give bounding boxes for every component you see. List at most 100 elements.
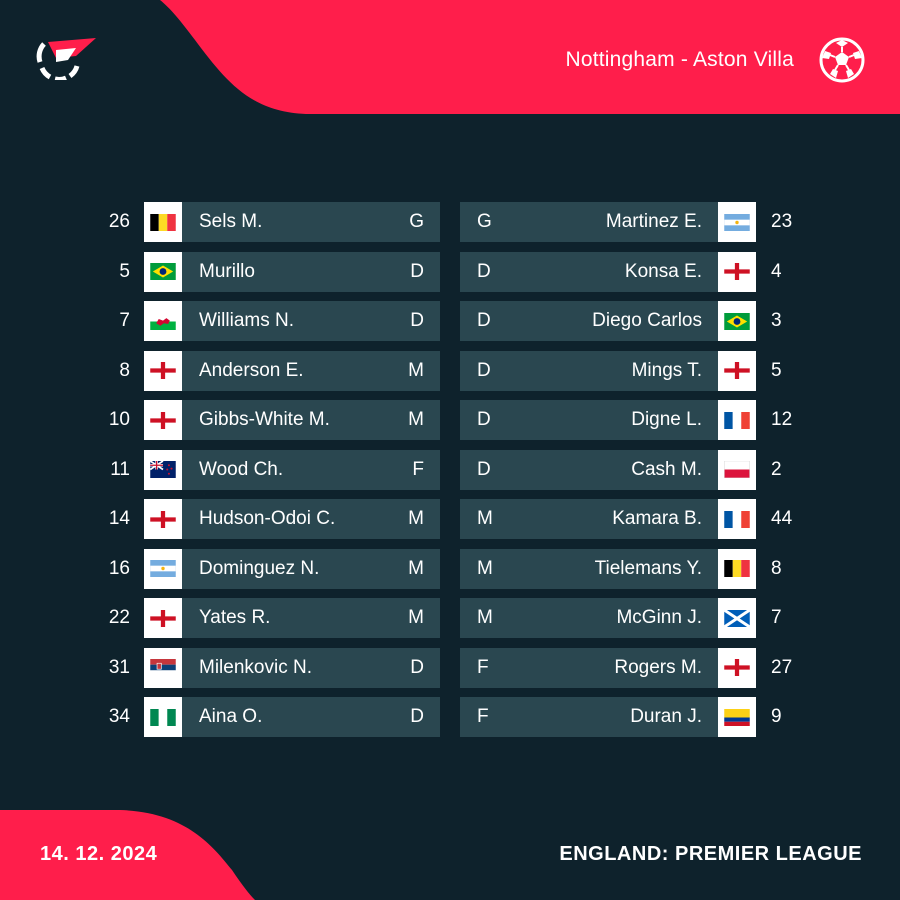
- player-number: 27: [771, 656, 793, 678]
- new-zealand-flag-icon: [144, 449, 182, 490]
- player-position: F: [477, 656, 489, 678]
- player-number: 44: [771, 508, 793, 529]
- player-name: McGinn J.: [616, 607, 702, 628]
- home-player-row[interactable]: 10 Gibbs-White M. M: [109, 400, 440, 440]
- player-number: 4: [771, 260, 782, 282]
- player-number: 9: [771, 706, 782, 727]
- away-player-row[interactable]: D Digne L. 12: [460, 400, 792, 440]
- player-position: D: [410, 310, 424, 331]
- home-player-row[interactable]: 26 Sels M. G: [109, 202, 440, 242]
- player-number: 5: [119, 260, 130, 282]
- home-player-row[interactable]: 7 Williams N. D: [119, 301, 440, 341]
- player-name: Milenkovic N.: [199, 656, 312, 678]
- player-position: D: [410, 656, 424, 678]
- away-player-row[interactable]: M Kamara B. 44: [460, 499, 792, 539]
- player-name: Tielemans Y.: [594, 557, 702, 579]
- player-name: Diego Carlos: [592, 310, 702, 331]
- player-position: F: [412, 458, 424, 480]
- player-number: 3: [771, 310, 782, 331]
- player-number: 8: [119, 359, 130, 381]
- player-position: G: [477, 211, 492, 232]
- belgium-flag-icon: [718, 548, 756, 589]
- player-name: Williams N.: [199, 310, 294, 331]
- belgium-flag-icon: [144, 202, 182, 242]
- colombia-flag-icon: [718, 697, 756, 737]
- player-number: 12: [771, 409, 793, 430]
- header-red-band: [160, 0, 900, 114]
- home-player-row[interactable]: 5 Murillo D: [119, 251, 440, 292]
- player-position: M: [477, 508, 493, 529]
- away-player-row[interactable]: M McGinn J. 7: [460, 598, 782, 638]
- away-player-row[interactable]: F Rogers M. 27: [460, 647, 792, 688]
- player-position: F: [477, 706, 489, 727]
- player-position: D: [410, 706, 424, 727]
- away-player-row[interactable]: D Mings T. 5: [460, 350, 782, 391]
- player-position: D: [410, 260, 424, 282]
- home-player-row[interactable]: 34 Aina O. D: [109, 697, 440, 737]
- england-flag-icon: [718, 350, 756, 391]
- home-player-row[interactable]: 31 Milenkovic N. D: [109, 647, 440, 688]
- player-name: Rogers M.: [614, 656, 702, 678]
- player-position: M: [408, 607, 424, 628]
- player-number: 10: [108, 409, 130, 430]
- away-player-row[interactable]: M Tielemans Y. 8: [460, 548, 782, 589]
- brazil-flag-icon: [718, 301, 756, 341]
- player-number: 7: [119, 310, 130, 331]
- away-player-row[interactable]: F Duran J. 9: [460, 697, 782, 737]
- player-number: 11: [110, 458, 130, 480]
- football-icon: [819, 37, 865, 83]
- england-flag-icon: [144, 400, 182, 440]
- player-name: Anderson E.: [199, 359, 304, 381]
- player-name: Mings T.: [631, 359, 702, 381]
- away-player-row[interactable]: D Konsa E. 4: [460, 251, 782, 292]
- home-player-row[interactable]: 11 Wood Ch. F: [110, 449, 440, 490]
- player-name: Konsa E.: [624, 260, 702, 282]
- player-name: Gibbs-White M.: [199, 409, 330, 430]
- player-name: Martinez E.: [605, 211, 702, 232]
- player-number: 14: [108, 508, 130, 529]
- player-name: Dominguez N.: [199, 557, 320, 579]
- player-position: D: [477, 310, 491, 331]
- player-position: M: [408, 557, 424, 579]
- player-position: G: [409, 211, 424, 232]
- home-player-row[interactable]: 22 Yates R. M: [109, 598, 440, 638]
- away-lineup: G Martinez E. 23 D Konsa E. 4 D Diego Ca…: [460, 202, 792, 747]
- player-position: D: [477, 409, 491, 430]
- home-player-row[interactable]: 8 Anderson E. M: [119, 350, 440, 391]
- away-player-row[interactable]: D Cash M. 2: [460, 449, 782, 490]
- player-position: M: [477, 607, 493, 628]
- away-player-row[interactable]: G Martinez E. 23: [460, 202, 792, 242]
- france-flag-icon: [718, 499, 756, 539]
- player-position: M: [477, 557, 493, 579]
- england-flag-icon: [718, 647, 756, 688]
- player-position: D: [477, 359, 491, 381]
- player-number: 26: [108, 211, 130, 232]
- match-title: Nottingham - Aston Villa: [565, 48, 794, 71]
- serbia-flag-icon: [144, 647, 182, 688]
- player-number: 16: [108, 557, 130, 579]
- player-position: M: [408, 508, 424, 529]
- player-position: M: [408, 359, 424, 381]
- england-flag-icon: [144, 499, 182, 539]
- player-name: Cash M.: [631, 458, 702, 480]
- player-position: D: [477, 458, 491, 480]
- player-name: Digne L.: [631, 409, 702, 430]
- england-flag-icon: [144, 598, 182, 638]
- player-position: D: [477, 260, 491, 282]
- france-flag-icon: [718, 400, 756, 440]
- footer-red-band: [0, 810, 255, 900]
- player-name: Kamara B.: [612, 508, 702, 529]
- away-player-row[interactable]: D Diego Carlos 3: [460, 301, 782, 341]
- player-name: Wood Ch.: [199, 458, 284, 480]
- player-number: 2: [771, 458, 782, 480]
- home-player-row[interactable]: 16 Dominguez N. M: [109, 548, 440, 589]
- player-name: Sels M.: [199, 211, 263, 232]
- player-name: Murillo: [199, 260, 255, 282]
- home-player-row[interactable]: 14 Hudson-Odoi C. M: [109, 499, 440, 539]
- player-number: 5: [771, 359, 782, 381]
- league-name[interactable]: ENGLAND: PREMIER LEAGUE: [559, 843, 862, 865]
- flashscore-logo-icon[interactable]: [36, 36, 96, 80]
- player-name: Duran J.: [630, 706, 702, 727]
- england-flag-icon: [718, 251, 756, 292]
